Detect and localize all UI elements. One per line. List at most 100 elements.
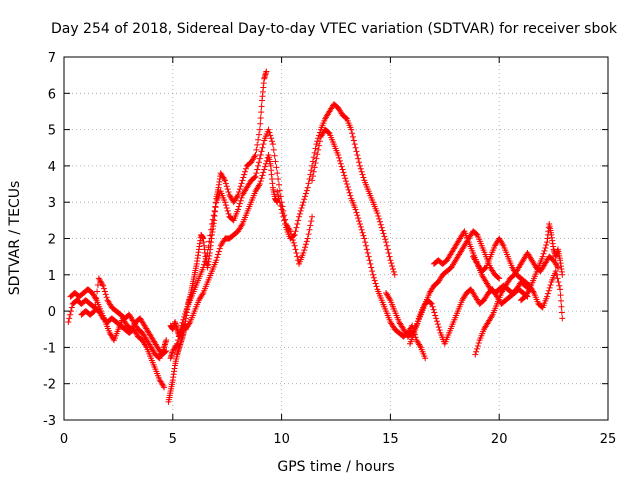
data-point xyxy=(309,213,316,220)
data-point xyxy=(268,135,275,142)
data-point xyxy=(383,242,390,249)
chart-title: Day 254 of 2018, Sidereal Day-to-day VTE… xyxy=(51,21,618,37)
data-point xyxy=(367,260,374,267)
data-point xyxy=(554,264,561,271)
data-point xyxy=(559,271,566,278)
data-point xyxy=(94,281,101,288)
data-point xyxy=(262,163,269,170)
data-point xyxy=(379,227,386,234)
data-point xyxy=(282,220,289,227)
data-point xyxy=(263,157,270,164)
data-point xyxy=(251,174,258,181)
data-point xyxy=(557,286,564,293)
data-point xyxy=(416,342,423,349)
data-point xyxy=(269,141,276,148)
data-point xyxy=(224,207,231,214)
data-point xyxy=(103,294,110,301)
data-point xyxy=(273,164,280,171)
data-point xyxy=(304,184,311,191)
data-point xyxy=(209,216,216,223)
data-point xyxy=(377,221,384,228)
data-point xyxy=(343,181,350,188)
data-point xyxy=(256,181,263,188)
data-point xyxy=(204,250,211,257)
x-tick-label: 20 xyxy=(491,432,508,447)
data-point xyxy=(428,300,435,307)
data-point xyxy=(238,194,245,201)
data-point xyxy=(412,326,419,333)
data-point xyxy=(389,263,396,270)
data-point xyxy=(272,158,279,165)
data-point xyxy=(435,324,442,331)
data-point xyxy=(100,282,107,289)
data-point xyxy=(260,169,267,176)
data-point xyxy=(302,241,309,248)
data-point xyxy=(316,138,323,145)
data-point xyxy=(356,220,363,227)
data-point xyxy=(357,223,364,230)
data-point xyxy=(375,212,382,219)
data-point xyxy=(94,288,101,295)
data-point xyxy=(181,313,188,320)
data-point xyxy=(337,160,344,167)
data-point xyxy=(390,268,397,275)
data-point xyxy=(302,190,309,197)
data-point xyxy=(225,210,232,217)
data-point xyxy=(316,142,323,149)
data-point xyxy=(176,329,183,336)
data-point xyxy=(279,210,286,217)
data-point xyxy=(433,315,440,322)
series-trace-3 xyxy=(78,275,170,362)
data-point xyxy=(256,155,263,162)
data-point xyxy=(349,130,356,137)
data-point xyxy=(235,189,242,196)
x-tick-label: 5 xyxy=(169,432,177,447)
data-point xyxy=(339,166,346,173)
data-point xyxy=(348,126,355,133)
data-point xyxy=(309,162,316,169)
data-point xyxy=(297,207,304,214)
data-point xyxy=(235,206,242,213)
data-point xyxy=(295,217,302,224)
y-tick-label: 5 xyxy=(48,124,56,139)
data-point xyxy=(558,309,565,316)
data-point xyxy=(258,175,265,182)
data-point xyxy=(260,141,267,148)
data-point xyxy=(314,151,321,158)
data-point xyxy=(436,326,443,333)
data-point xyxy=(488,313,495,320)
data-point xyxy=(380,230,387,237)
data-point xyxy=(303,187,310,194)
data-point xyxy=(366,257,373,264)
data-point xyxy=(236,200,243,207)
data-point xyxy=(556,282,563,289)
data-point xyxy=(306,175,313,182)
data-point xyxy=(365,253,372,260)
y-tick-label: -1 xyxy=(43,341,56,356)
data-point xyxy=(222,202,229,209)
y-tick-label: -2 xyxy=(43,378,56,393)
x-tick-label: 10 xyxy=(273,432,290,447)
x-tick-label: 15 xyxy=(382,432,399,447)
data-point xyxy=(66,315,73,322)
data-point xyxy=(370,274,377,281)
data-point xyxy=(362,239,369,246)
data-point xyxy=(356,162,363,169)
data-point xyxy=(559,315,566,322)
data-point xyxy=(307,171,314,178)
data-point xyxy=(258,109,265,116)
data-point xyxy=(374,210,381,217)
data-point xyxy=(99,281,106,288)
data-point xyxy=(414,318,421,325)
data-point xyxy=(545,287,552,294)
data-point xyxy=(252,152,259,159)
data-point xyxy=(346,189,353,196)
data-point xyxy=(181,311,188,318)
data-point xyxy=(240,174,247,181)
series-trace-4 xyxy=(165,68,270,405)
data-point xyxy=(336,157,343,164)
data-point xyxy=(237,197,244,204)
data-point xyxy=(338,163,345,170)
series-trace-8 xyxy=(309,126,429,362)
data-point xyxy=(255,131,262,138)
